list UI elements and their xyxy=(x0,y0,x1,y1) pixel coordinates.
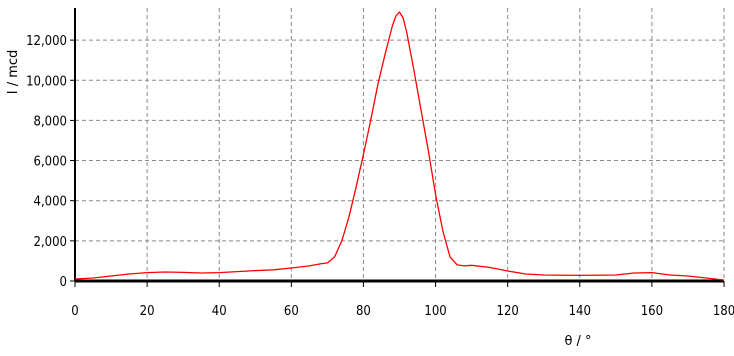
y-tick-label: 8,000 xyxy=(34,114,67,129)
x-tick-label: 40 xyxy=(212,304,227,319)
x-tick-label: 180 xyxy=(713,304,734,319)
y-tick-label: 6,000 xyxy=(34,155,67,170)
grid xyxy=(75,8,725,281)
x-tick-label: 120 xyxy=(497,304,519,319)
y-tick-label: 4,000 xyxy=(34,195,67,210)
y-tick-label: 0 xyxy=(60,275,67,290)
axes xyxy=(70,8,725,287)
x-tick-label: 100 xyxy=(424,304,446,319)
x-tick-label: 0 xyxy=(71,304,78,319)
x-tick-label: 80 xyxy=(356,304,371,319)
y-tick-label: 2,000 xyxy=(34,235,67,250)
series-line xyxy=(74,11,725,281)
x-tick-label: 160 xyxy=(641,304,663,319)
x-tick-label: 20 xyxy=(140,304,155,319)
x-tick-label: 140 xyxy=(569,304,591,319)
y-tick-label: 10,000 xyxy=(26,74,67,89)
x-axis-title: θ / ° xyxy=(564,334,591,349)
series-layer xyxy=(74,11,725,281)
y-axis-title: I / mcd xyxy=(6,50,21,95)
x-tick-label: 60 xyxy=(284,304,299,319)
y-tick-label: 12,000 xyxy=(26,34,67,49)
tick-labels: 0 20 40 60 80 100 120 140 160 180 0 2,000 4,000 6,000… xyxy=(26,34,734,319)
